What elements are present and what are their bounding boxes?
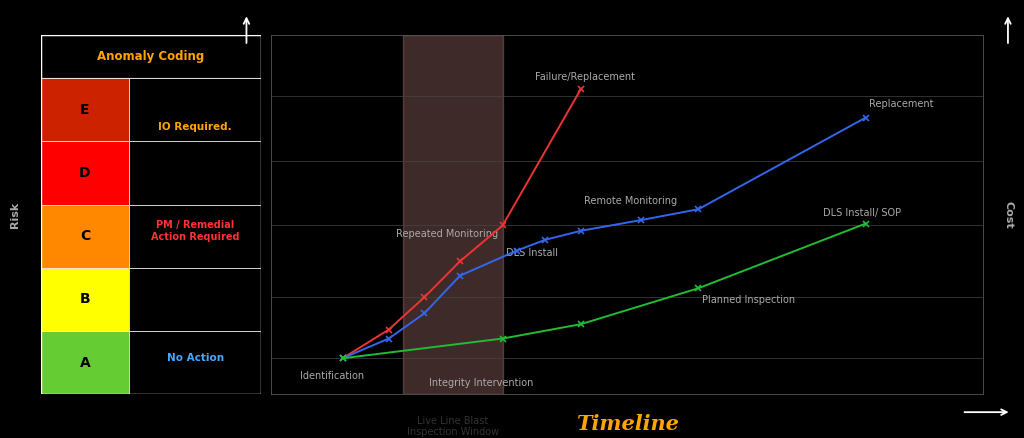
Text: Remote Monitoring: Remote Monitoring	[585, 196, 678, 206]
Text: Failure/Replacement: Failure/Replacement	[535, 72, 635, 82]
Text: Risk: Risk	[10, 201, 20, 228]
Bar	[129, 205, 261, 268]
Text: PM / Remedial
Action Required: PM / Remedial Action Required	[151, 220, 240, 242]
Bar	[129, 331, 261, 394]
Bar	[403, 35, 503, 394]
Bar	[41, 78, 129, 141]
Text: Integrity Intervention: Integrity Intervention	[429, 378, 534, 388]
Bar	[41, 205, 129, 268]
Text: Planned Inspection: Planned Inspection	[701, 295, 795, 305]
Text: A: A	[80, 356, 90, 370]
Text: Replacement: Replacement	[869, 99, 934, 109]
Bar	[129, 268, 261, 331]
Bar	[41, 35, 261, 78]
Text: DLS Install/ SOP: DLS Install/ SOP	[823, 208, 901, 218]
Text: B: B	[80, 293, 90, 307]
Bar	[129, 78, 261, 141]
Text: Live Line Blast
Inspection Window: Live Line Blast Inspection Window	[407, 416, 499, 438]
Text: Repeated Monitoring: Repeated Monitoring	[396, 230, 498, 240]
Text: C: C	[80, 229, 90, 243]
Text: Cost: Cost	[1004, 201, 1014, 229]
Text: No Action: No Action	[167, 353, 223, 363]
Text: IO Required.: IO Required.	[159, 122, 231, 132]
Bar	[41, 268, 129, 331]
Text: Timeline: Timeline	[575, 413, 679, 434]
Bar	[41, 141, 129, 205]
Text: Identification: Identification	[300, 371, 364, 381]
Text: Anomaly Coding: Anomaly Coding	[97, 50, 205, 63]
Text: E: E	[80, 103, 90, 117]
Bar	[129, 141, 261, 205]
Text: D: D	[79, 166, 91, 180]
Bar	[41, 331, 129, 394]
Text: DLS Install: DLS Install	[506, 248, 558, 258]
